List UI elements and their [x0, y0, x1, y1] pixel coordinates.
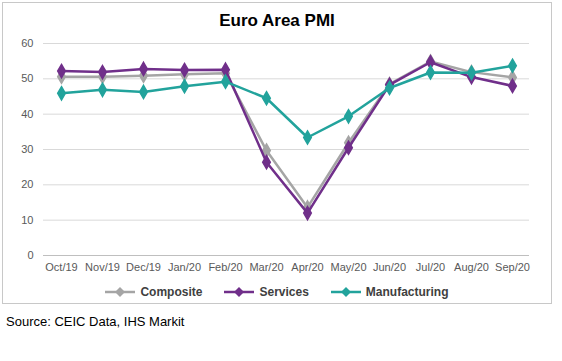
svg-text:Feb/20: Feb/20	[208, 261, 242, 273]
svg-text:Sep/20: Sep/20	[495, 261, 530, 273]
svg-text:40: 40	[21, 108, 33, 120]
svg-text:Apr/20: Apr/20	[291, 261, 323, 273]
svg-text:Nov/19: Nov/19	[85, 261, 120, 273]
svg-text:50: 50	[21, 72, 33, 84]
svg-text:Oct/19: Oct/19	[45, 261, 77, 273]
svg-text:Jun/20: Jun/20	[373, 261, 406, 273]
svg-text:30: 30	[21, 143, 33, 155]
svg-text:Dec/19: Dec/19	[126, 261, 161, 273]
svg-text:10: 10	[21, 214, 33, 226]
html-text:Services: Services	[259, 285, 309, 299]
svg-text:Jul/20: Jul/20	[416, 261, 445, 273]
svg-text:Jan/20: Jan/20	[168, 261, 201, 273]
svg-text:Mar/20: Mar/20	[249, 261, 283, 273]
html-text:Euro Area PMI: Euro Area PMI	[219, 11, 335, 30]
svg-text:Aug/20: Aug/20	[454, 261, 489, 273]
svg-text:60: 60	[21, 37, 33, 49]
svg-text:0: 0	[27, 249, 33, 261]
html-text:Composite: Composite	[140, 285, 203, 299]
svg-text:May/20: May/20	[330, 261, 366, 273]
html-text:Manufacturing: Manufacturing	[365, 285, 449, 299]
html-text:Source: CEIC Data, IHS Markit: Source: CEIC Data, IHS Markit	[6, 314, 185, 329]
svg-text:20: 20	[21, 178, 33, 190]
